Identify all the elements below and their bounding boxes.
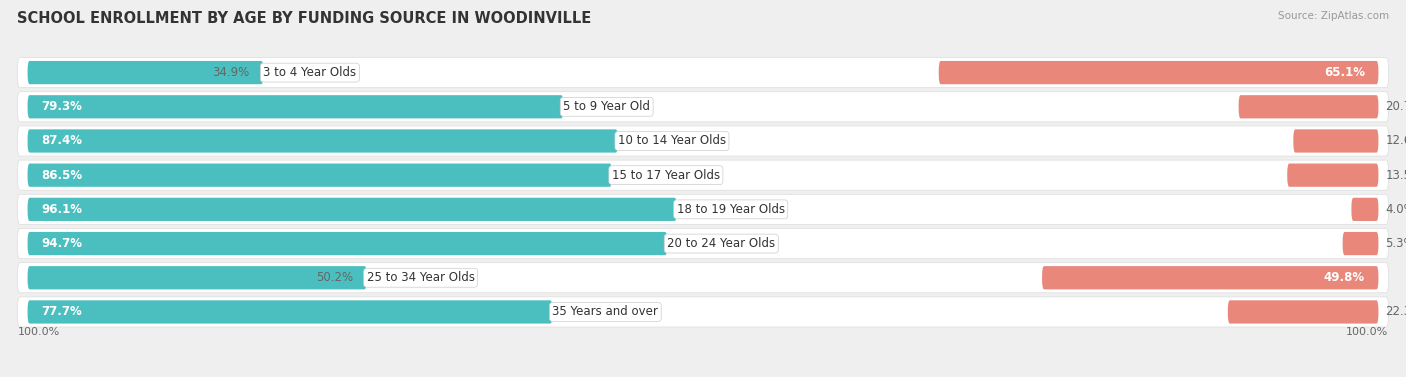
Text: 96.1%: 96.1% (41, 203, 82, 216)
FancyBboxPatch shape (28, 232, 668, 255)
Text: 87.4%: 87.4% (41, 135, 82, 147)
FancyBboxPatch shape (28, 164, 612, 187)
Text: 20.7%: 20.7% (1385, 100, 1406, 113)
Text: 94.7%: 94.7% (41, 237, 82, 250)
Text: 22.3%: 22.3% (1385, 305, 1406, 319)
FancyBboxPatch shape (17, 92, 1389, 122)
FancyBboxPatch shape (17, 297, 1389, 327)
FancyBboxPatch shape (1227, 300, 1378, 323)
FancyBboxPatch shape (28, 129, 617, 153)
FancyBboxPatch shape (28, 300, 553, 323)
FancyBboxPatch shape (939, 61, 1378, 84)
FancyBboxPatch shape (1294, 129, 1378, 153)
FancyBboxPatch shape (17, 58, 1389, 87)
FancyBboxPatch shape (1239, 95, 1378, 118)
Text: 100.0%: 100.0% (17, 326, 59, 337)
Text: 13.5%: 13.5% (1385, 169, 1406, 182)
Text: 25 to 34 Year Olds: 25 to 34 Year Olds (367, 271, 475, 284)
FancyBboxPatch shape (1288, 164, 1378, 187)
Text: 49.8%: 49.8% (1324, 271, 1365, 284)
Text: 100.0%: 100.0% (1347, 326, 1389, 337)
Text: 3 to 4 Year Olds: 3 to 4 Year Olds (263, 66, 356, 79)
FancyBboxPatch shape (17, 126, 1389, 156)
FancyBboxPatch shape (1351, 198, 1378, 221)
Text: Source: ZipAtlas.com: Source: ZipAtlas.com (1278, 11, 1389, 21)
Text: 5 to 9 Year Old: 5 to 9 Year Old (564, 100, 650, 113)
Text: 79.3%: 79.3% (41, 100, 82, 113)
FancyBboxPatch shape (28, 61, 263, 84)
Text: 20 to 24 Year Olds: 20 to 24 Year Olds (668, 237, 775, 250)
Text: 4.0%: 4.0% (1385, 203, 1406, 216)
Text: 34.9%: 34.9% (212, 66, 250, 79)
FancyBboxPatch shape (17, 194, 1389, 224)
Text: 5.3%: 5.3% (1385, 237, 1406, 250)
FancyBboxPatch shape (1343, 232, 1378, 255)
FancyBboxPatch shape (17, 228, 1389, 259)
Text: 77.7%: 77.7% (41, 305, 82, 319)
Text: 86.5%: 86.5% (41, 169, 82, 182)
FancyBboxPatch shape (28, 198, 676, 221)
FancyBboxPatch shape (17, 263, 1389, 293)
FancyBboxPatch shape (28, 95, 564, 118)
FancyBboxPatch shape (28, 266, 367, 290)
Text: SCHOOL ENROLLMENT BY AGE BY FUNDING SOURCE IN WOODINVILLE: SCHOOL ENROLLMENT BY AGE BY FUNDING SOUR… (17, 11, 591, 26)
Text: 35 Years and over: 35 Years and over (553, 305, 658, 319)
Text: 50.2%: 50.2% (316, 271, 353, 284)
Text: 12.6%: 12.6% (1385, 135, 1406, 147)
FancyBboxPatch shape (17, 160, 1389, 190)
FancyBboxPatch shape (1042, 266, 1378, 290)
Text: 18 to 19 Year Olds: 18 to 19 Year Olds (676, 203, 785, 216)
Text: 10 to 14 Year Olds: 10 to 14 Year Olds (617, 135, 725, 147)
Text: 65.1%: 65.1% (1324, 66, 1365, 79)
Text: 15 to 17 Year Olds: 15 to 17 Year Olds (612, 169, 720, 182)
